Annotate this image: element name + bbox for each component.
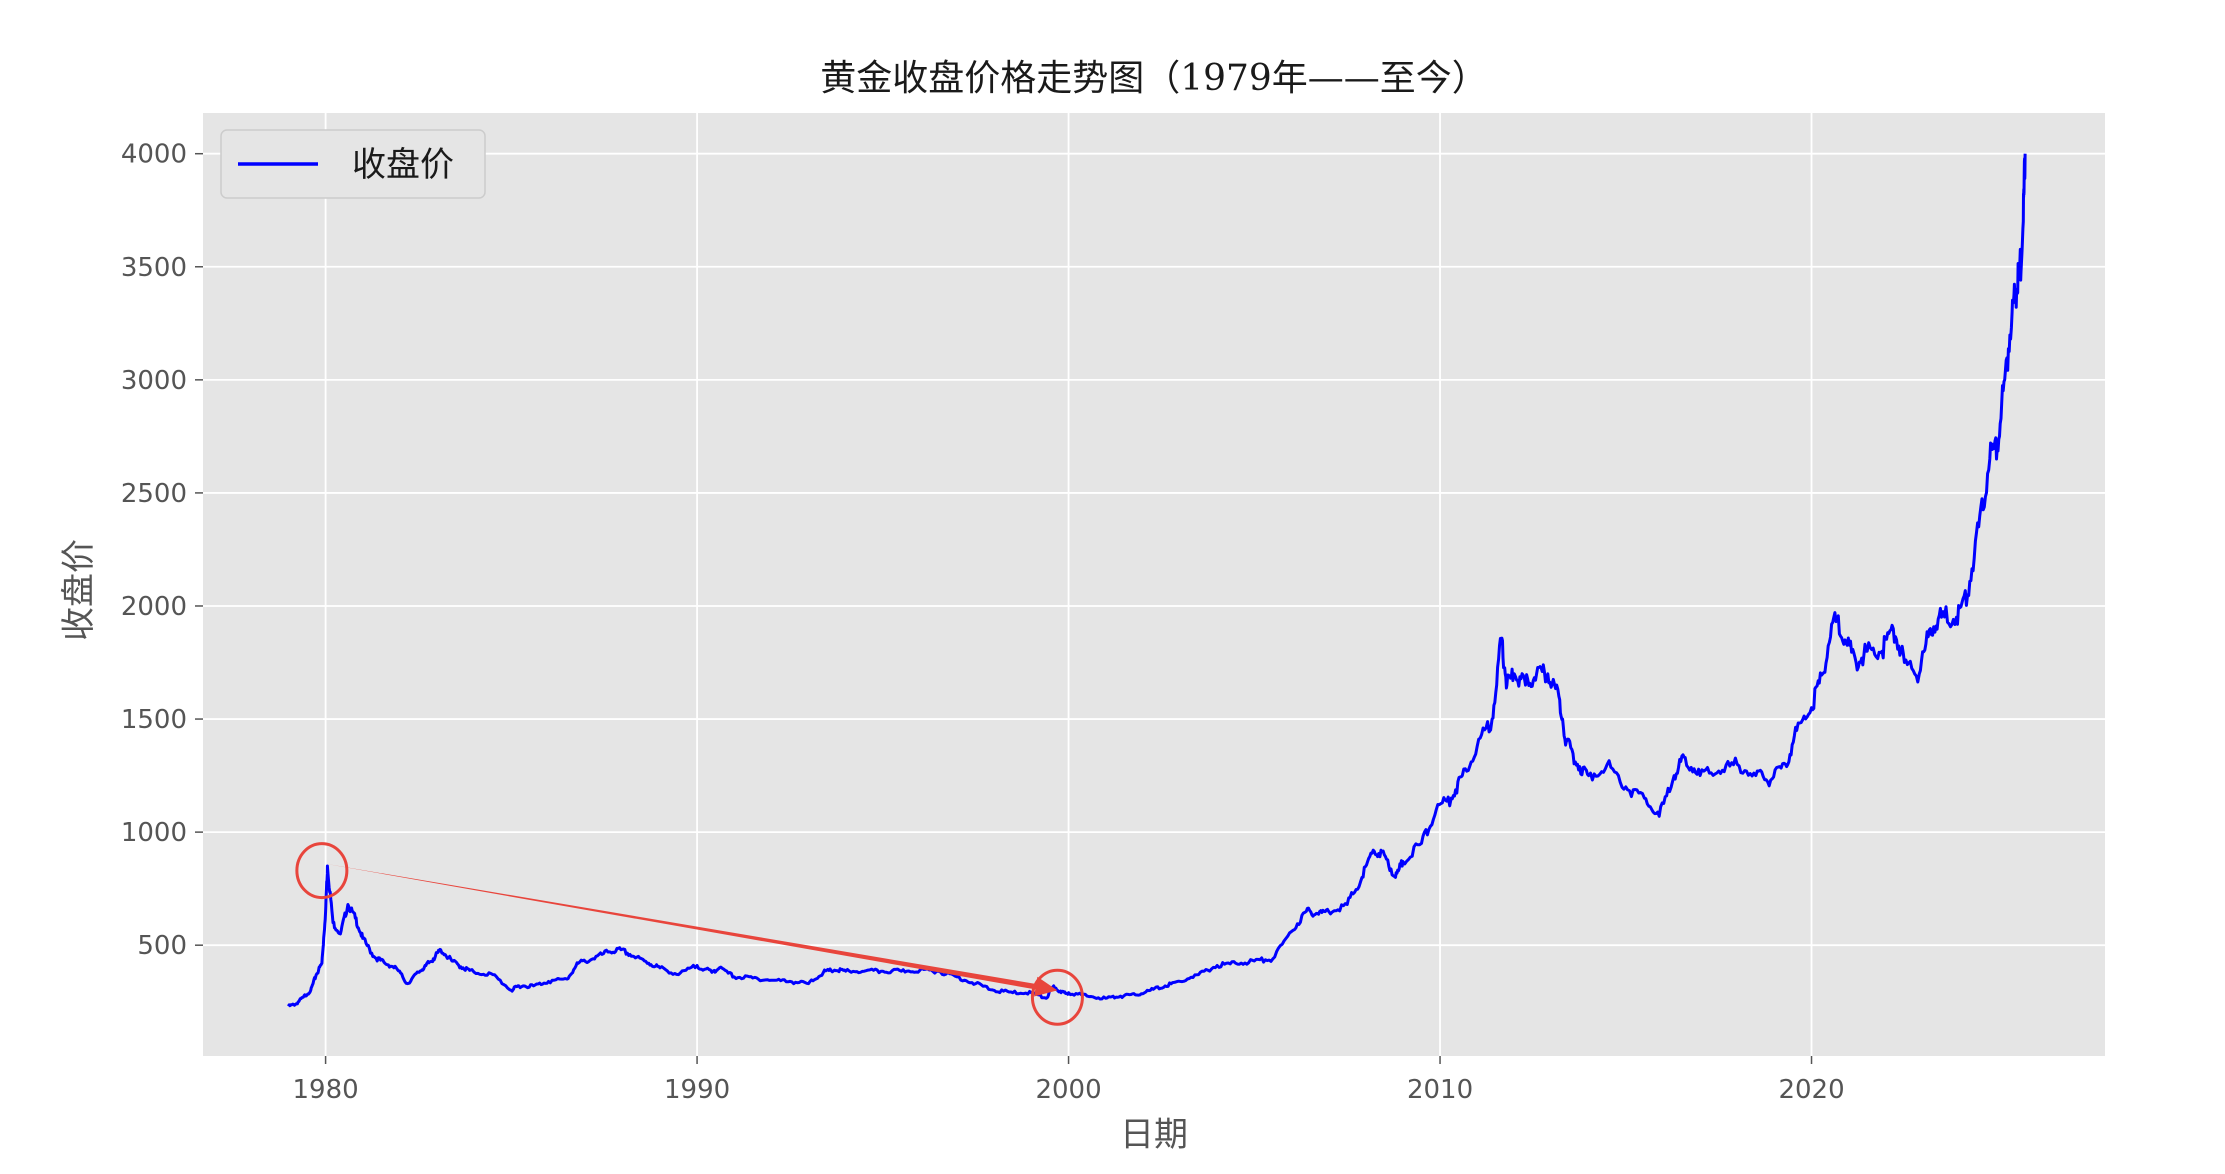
y-tick-label: 1500 bbox=[121, 705, 187, 735]
x-tick-label: 2000 bbox=[1035, 1075, 1101, 1105]
y-axis-label: 收盘价 bbox=[59, 539, 99, 641]
grid-lines bbox=[203, 113, 2105, 1056]
y-tick-label: 3000 bbox=[121, 366, 187, 396]
y-tick-label: 500 bbox=[137, 931, 187, 961]
x-axis-label: 日期 bbox=[1120, 1115, 1188, 1155]
chart-title: 黄金收盘价格走势图（1979年——至今） bbox=[820, 58, 1488, 99]
y-tick-label: 4000 bbox=[121, 140, 187, 170]
y-tick-label: 3500 bbox=[121, 253, 187, 283]
x-tick-label: 1990 bbox=[664, 1075, 730, 1105]
legend-entry-label: 收盘价 bbox=[352, 145, 454, 185]
axis-ticks: 1980 1990 2000 2010 2020 500 1000 1500 2000 2500 3… bbox=[121, 140, 1845, 1105]
plot-area bbox=[203, 113, 2105, 1056]
legend-box bbox=[220, 129, 486, 199]
series-line-close-price bbox=[287, 153, 2027, 1008]
x-tick-label: 1980 bbox=[293, 1075, 359, 1105]
x-tick-label: 2020 bbox=[1778, 1075, 1844, 1105]
annotation-circle bbox=[295, 842, 349, 900]
y-tick-label: 2000 bbox=[121, 592, 187, 622]
annotation-layer bbox=[295, 842, 1084, 1026]
y-tick-label: 2500 bbox=[121, 479, 187, 509]
x-tick-label: 2010 bbox=[1407, 1075, 1473, 1105]
y-tick-label: 1000 bbox=[121, 818, 187, 848]
legend: 收盘价 bbox=[220, 129, 486, 199]
series-layer bbox=[287, 153, 2027, 1008]
annotation-circle bbox=[1030, 968, 1084, 1026]
